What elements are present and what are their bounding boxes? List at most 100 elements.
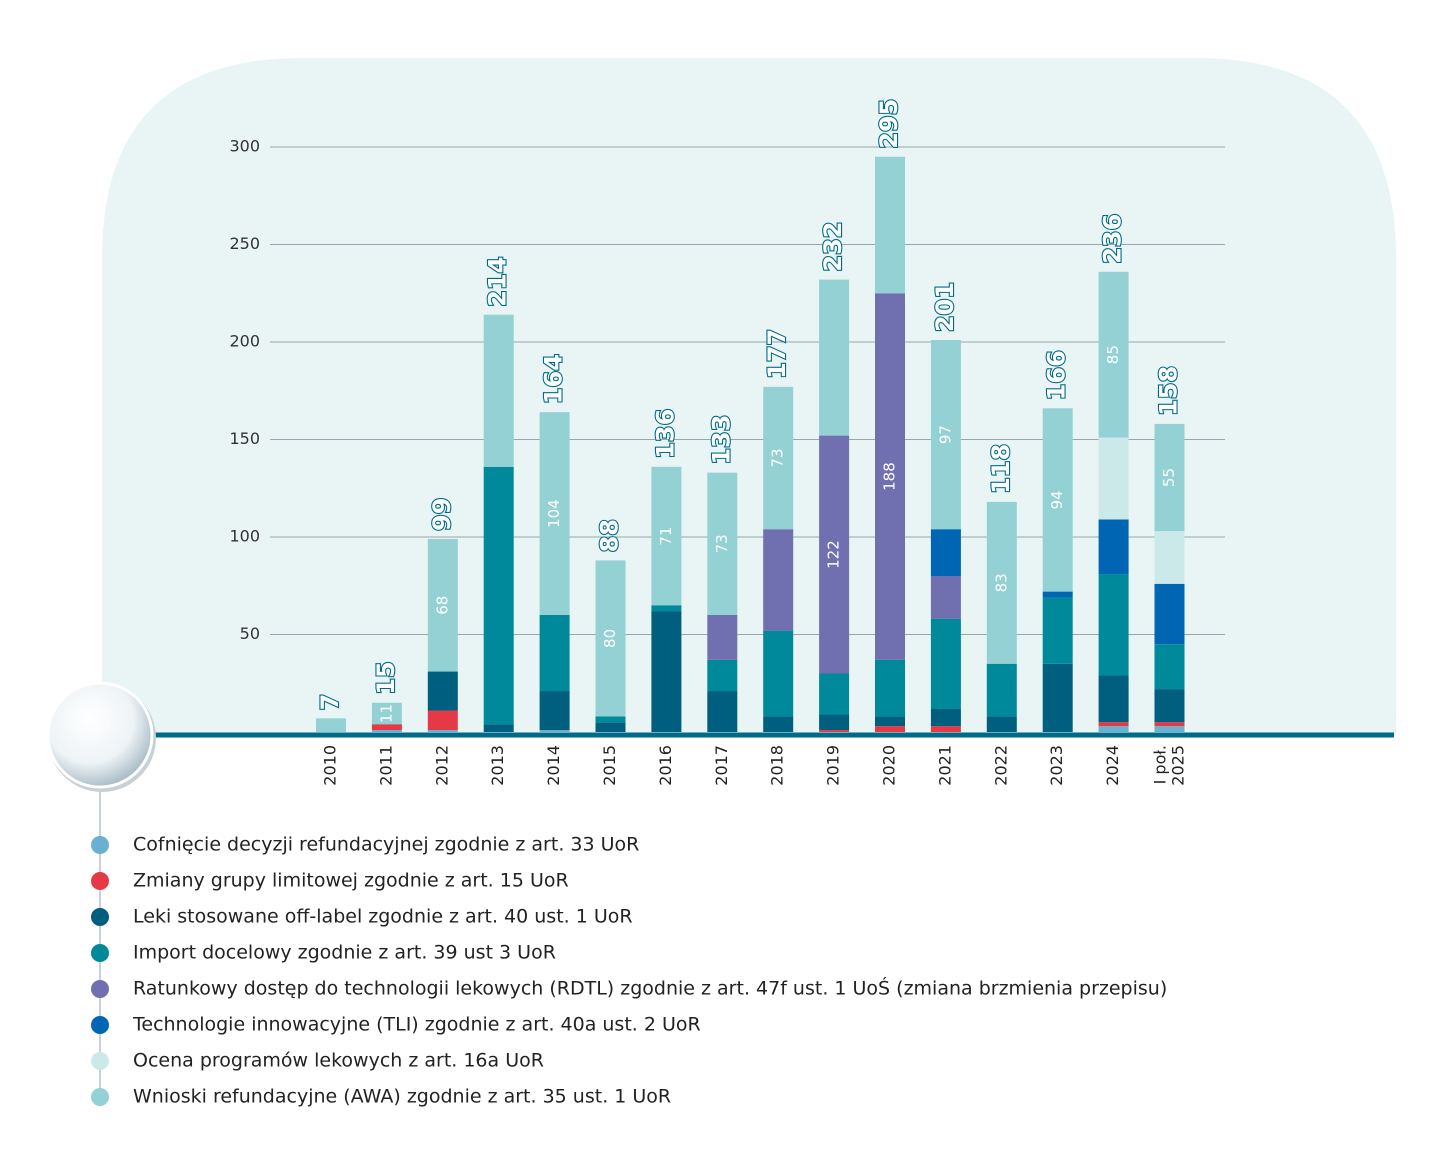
bar-segment	[763, 386, 794, 530]
total-label: 88	[596, 519, 624, 552]
bar-segment	[875, 726, 905, 732]
x-tick-label: 2019	[824, 745, 843, 786]
x-tick-label: I poł.2025	[1150, 745, 1187, 786]
x-tick-label: 2013	[488, 745, 507, 786]
bar-segment	[483, 466, 514, 725]
x-tick-label: 2014	[544, 745, 563, 786]
bar-segment	[539, 691, 570, 731]
bar-segment	[651, 466, 682, 606]
total-label: 236	[1099, 214, 1127, 264]
bar-segment	[1154, 531, 1185, 584]
legend-dot	[91, 872, 109, 890]
segment-label: 104	[545, 499, 563, 528]
orb	[46, 681, 154, 789]
segment-label: 71	[657, 526, 675, 545]
total-label: 118	[987, 444, 1015, 494]
bar-segment	[371, 730, 402, 732]
y-tick-label: 100	[229, 527, 260, 546]
total-label: 136	[651, 409, 679, 459]
segment-label: 97	[936, 425, 954, 444]
x-tick-label: 2020	[880, 745, 899, 786]
bar-segment	[539, 615, 570, 692]
bar-segment	[316, 718, 346, 732]
bar-segment	[1154, 644, 1185, 690]
legend-dot	[91, 908, 109, 926]
bar-segment	[1098, 675, 1129, 723]
bar-segment	[875, 716, 905, 727]
bar-segment	[819, 730, 850, 732]
bar-segment	[819, 673, 850, 715]
x-tick-label: 2012	[432, 745, 451, 786]
bar-segment	[539, 412, 570, 615]
bar-segment	[1154, 583, 1185, 645]
bar-segment	[707, 472, 738, 615]
segment-label: 85	[1104, 345, 1122, 364]
segment-label: 55	[1160, 468, 1178, 487]
bar-segment	[1154, 423, 1185, 532]
x-tick-label: 2024	[1103, 745, 1122, 786]
bar-segment	[1098, 519, 1129, 575]
bar-segment	[539, 730, 570, 732]
x-tick-label: 2016	[656, 745, 675, 786]
bar-segment	[1098, 722, 1129, 727]
bar-segment	[1154, 689, 1185, 723]
bar-segment	[707, 659, 738, 692]
legend-dot	[91, 944, 109, 962]
legend-label: Leki stosowane off-label zgodnie z art. …	[133, 906, 633, 928]
bar-segment	[763, 529, 794, 631]
bar-segment	[763, 630, 794, 717]
x-tick-label: 2015	[600, 745, 619, 786]
bar-segment	[819, 279, 850, 436]
bar-segment	[875, 156, 905, 294]
bar-segment	[707, 691, 738, 732]
total-label: 15	[372, 661, 400, 694]
x-tick-label: 2017	[712, 745, 731, 786]
bar-segment	[427, 538, 458, 672]
x-tick-label: 2023	[1047, 745, 1066, 786]
segment-label: 94	[1048, 490, 1066, 509]
segment-label: 73	[713, 534, 731, 553]
legend-label: Cofnięcie decyzji refundacyjnej zgodnie …	[133, 834, 639, 856]
bar-segment	[483, 314, 514, 467]
y-tick-label: 250	[229, 234, 260, 253]
total-label: 133	[707, 415, 735, 465]
bar-segment	[1098, 437, 1129, 520]
y-tick-label: 200	[229, 332, 260, 351]
total-label: 164	[540, 354, 568, 404]
total-label: 177	[763, 329, 791, 379]
x-tick-label: 2010	[321, 745, 340, 786]
bar-segment	[1098, 726, 1129, 732]
bar-segment	[930, 576, 961, 619]
bar-segment	[930, 340, 961, 530]
bar-segment	[1042, 597, 1073, 664]
bar-segment	[986, 663, 1017, 717]
total-label: 166	[1043, 350, 1071, 400]
legend-dot	[91, 1052, 109, 1070]
segment-label: 80	[601, 629, 619, 648]
bar-segment	[651, 611, 682, 732]
total-label: 99	[428, 498, 456, 531]
x-tick-label: 2022	[991, 745, 1010, 786]
legend-label: Import docelowy zgodnie z art. 39 ust 3 …	[133, 942, 556, 964]
legend-dot	[91, 1016, 109, 1034]
legend-label: Ratunkowy dostęp do technologii lekowych…	[133, 976, 1167, 1000]
bar-segment	[930, 529, 961, 576]
bar-segment	[763, 716, 794, 732]
segment-label: 188	[881, 462, 899, 491]
panel	[102, 58, 1396, 735]
bar-segment	[595, 560, 626, 717]
legend-label: Wnioski refundacyjne (AWA) zgodnie z art…	[133, 1086, 671, 1108]
total-label: 158	[1155, 366, 1183, 416]
bar-segment	[651, 605, 682, 612]
bar-segment	[1042, 663, 1073, 732]
segment-label: 122	[825, 540, 843, 569]
bar-segment	[875, 293, 905, 660]
bar-segment	[1098, 271, 1129, 438]
segment-label: 83	[992, 573, 1010, 592]
bar-segment	[875, 659, 905, 717]
bar-segment	[930, 726, 961, 732]
x-tick-label: 2018	[768, 745, 787, 786]
total-label: 232	[819, 221, 847, 271]
bar-segment	[930, 708, 961, 727]
